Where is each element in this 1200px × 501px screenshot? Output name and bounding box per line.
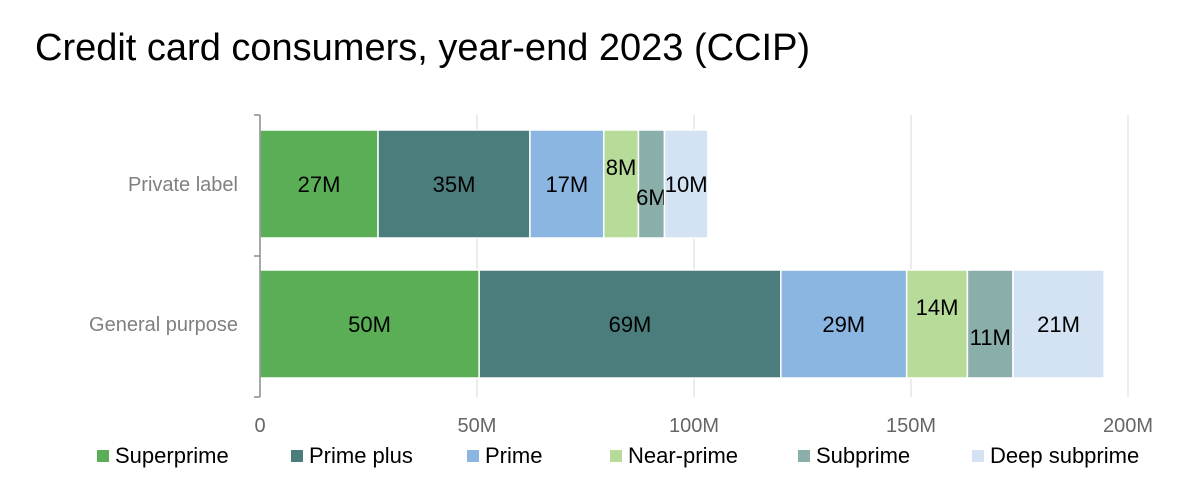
legend-label: Deep subprime [990,443,1139,468]
legend-label: Prime plus [309,443,413,468]
legend-label: Near-prime [628,443,738,468]
bar-segment-superprime [259,129,379,239]
data-label: 10M [665,172,708,197]
data-label: 6M [636,185,667,210]
data-label: 8M [606,155,637,180]
bar-segment-subprime [966,269,1014,379]
legend-swatch [610,450,622,462]
bar-segment-prime [529,129,605,239]
legend-swatch [291,450,303,462]
category-label: General purpose [89,314,238,336]
legend-label: Subprime [816,443,910,468]
x-tick-label: 50M [458,415,497,437]
x-tick-label: 200M [1103,415,1153,437]
data-label: 35M [433,172,476,197]
bar-segment-deep-subprime [663,129,709,239]
bar-segment-near-prime [602,129,640,239]
legend-swatch [467,450,479,462]
data-label: 11M [970,325,1011,350]
data-label: 69M [609,312,652,337]
bar-segment-prime-plus [377,129,531,239]
data-label: 50M [348,312,391,337]
data-label: 14M [916,295,959,320]
legend-swatch [97,450,109,462]
bar-segment-prime-plus [478,269,782,379]
bar-segment-subprime [637,129,666,239]
legend: Superprime Prime plus Prime Near-prime Subpr… [97,443,1139,468]
data-label: 27M [298,172,341,197]
data-label: 29M [822,312,865,337]
bar-segment-deep-subprime [1012,269,1105,379]
data-label: 17M [545,172,588,197]
legend-label: Superprime [115,443,229,468]
x-tick-label: 150M [886,415,936,437]
x-tick-label: 0 [254,415,265,437]
category-label: Private label [128,174,238,196]
data-label: 21M [1037,312,1080,337]
legend-label: Prime [485,443,542,468]
chart-title: Credit card consumers, year-end 2023 (CC… [35,27,810,69]
legend-swatch [972,450,984,462]
legend-swatch [798,450,810,462]
bar-segment-near-prime [905,269,969,379]
axes: 0 50M 100M 150M 200M Private label General pur… [89,114,1153,437]
x-tick-label: 100M [669,415,719,437]
